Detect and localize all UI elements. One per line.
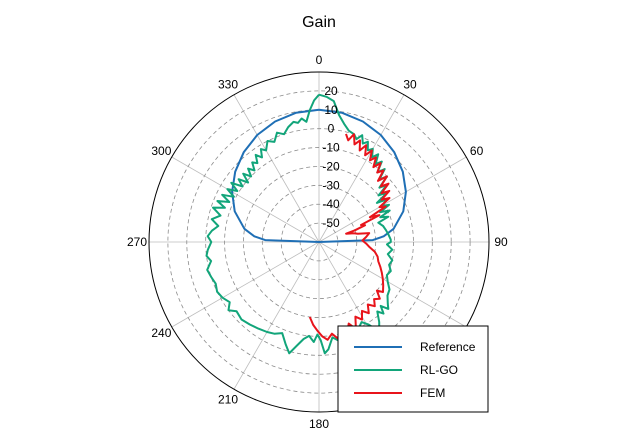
grid-spoke bbox=[171, 241, 320, 328]
radius-tick-label: 10 bbox=[324, 103, 338, 117]
radius-tick-label: -40 bbox=[322, 197, 340, 211]
grid-ring bbox=[186, 109, 452, 375]
radius-tick-label: 20 bbox=[324, 84, 338, 98]
polar-frame bbox=[148, 71, 490, 413]
grid-spoke bbox=[318, 94, 405, 243]
radius-tick-label: -30 bbox=[322, 178, 340, 192]
grid-spoke bbox=[233, 94, 320, 243]
angle-tick-label: 240 bbox=[151, 326, 171, 340]
axis-labels: 0 30 60 90 180 210 240 270 300 330 20 10 0 -10 -20 -30 -… bbox=[127, 53, 508, 431]
angle-tick-label: 300 bbox=[151, 144, 171, 158]
legend-label: FEM bbox=[420, 386, 445, 400]
polar-grid bbox=[148, 71, 490, 413]
grid-spoke bbox=[318, 241, 467, 328]
angle-tick-label: 330 bbox=[218, 77, 238, 91]
legend: Reference RL-GO FEM bbox=[337, 325, 489, 413]
chart-title: Gain bbox=[302, 14, 336, 31]
angle-tick-label: 270 bbox=[127, 235, 147, 249]
angle-tick-label: 30 bbox=[403, 77, 417, 91]
angle-tick-label: 180 bbox=[309, 417, 329, 431]
angle-tick-label: 60 bbox=[470, 144, 484, 158]
grid-ring bbox=[167, 90, 471, 394]
radius-tick-label: -10 bbox=[322, 141, 340, 155]
radius-tick-label: -50 bbox=[322, 216, 340, 230]
radius-tick-label: 0 bbox=[328, 122, 335, 136]
legend-label: Reference bbox=[420, 340, 476, 354]
grid-ring bbox=[280, 203, 358, 281]
legend-label: RL-GO bbox=[420, 363, 458, 377]
angle-tick-label: 90 bbox=[494, 235, 508, 249]
grid-ring bbox=[243, 166, 395, 318]
grid-spoke bbox=[233, 241, 320, 390]
series-line-reference bbox=[231, 108, 407, 243]
series-layer bbox=[205, 93, 407, 355]
grid-spoke bbox=[318, 156, 467, 243]
angle-tick-label: 0 bbox=[316, 53, 323, 67]
angle-tick-label: 210 bbox=[218, 393, 238, 407]
grid-ring bbox=[261, 184, 377, 300]
grid-ring bbox=[205, 128, 433, 356]
grid-spoke bbox=[171, 156, 320, 243]
series-line-fem bbox=[308, 133, 391, 341]
radius-tick-label: -20 bbox=[322, 159, 340, 173]
